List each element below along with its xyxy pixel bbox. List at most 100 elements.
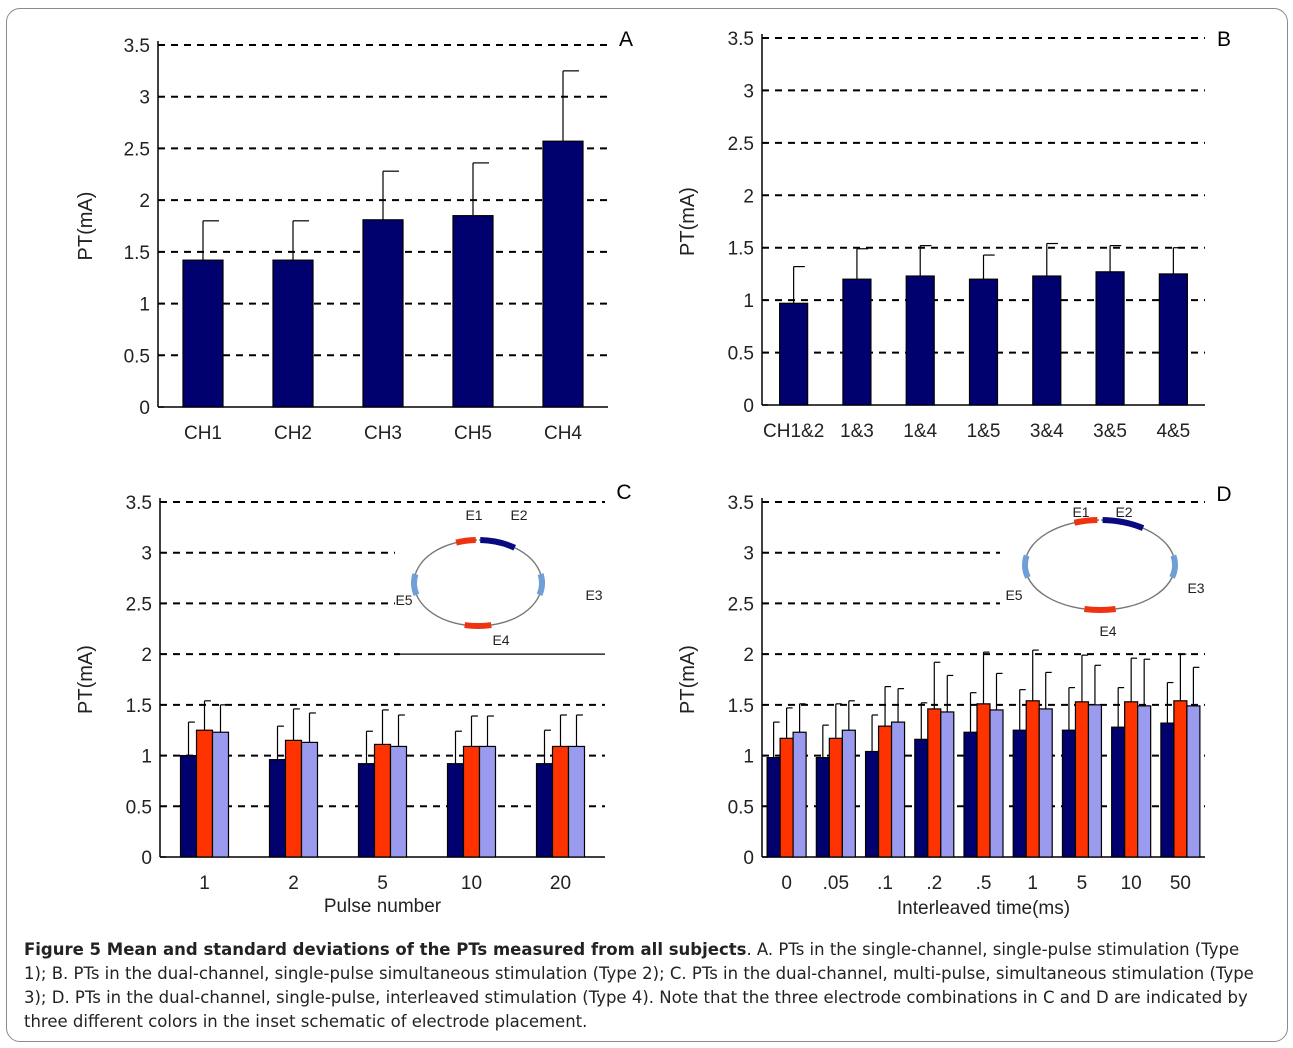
x-tick-label: .1 (877, 873, 893, 894)
y-tick-label: 1 (743, 747, 754, 768)
panel-d: 0 0.5 1 1.5 2 2.5 3 3.5 PT(mA) D 0 .05 .1 .2 .5 1 5 10 50 I… (677, 483, 1232, 919)
y-tick-label: 2.5 (728, 134, 754, 155)
x-tick-label: 3&4 (1030, 421, 1064, 442)
x-tick-label: 10 (461, 873, 482, 894)
x-tick-label: .2 (926, 873, 942, 894)
bar (551, 745, 570, 858)
y-tick-label: 2 (141, 645, 152, 666)
x-tick-label: 1&3 (840, 421, 874, 442)
y-tick-label: 3.5 (728, 29, 754, 50)
y-tick-label: 1 (743, 291, 754, 312)
bar (989, 709, 1004, 858)
y-tick-label: 3.5 (728, 493, 754, 514)
y-tick-label: 2 (139, 191, 150, 212)
bar (362, 219, 404, 408)
x-tick-label: CH5 (454, 423, 492, 444)
y-tick-label: 3.5 (126, 493, 152, 514)
panel-letter: A (619, 28, 633, 51)
electrode-e1 (1073, 517, 1098, 526)
x-tick-label: .5 (976, 873, 992, 894)
bar (446, 763, 465, 858)
bar (1038, 708, 1053, 858)
caption-text: . A. PTs in the single-channel, single-p… (24, 940, 1254, 1031)
bar (792, 731, 807, 858)
x-tick-label: 5 (1077, 873, 1088, 894)
panel-a: 0 0.5 1 1.5 2 2.5 3 3.5 PT(mA) A CH1 CH2 CH3 CH5 CH4 (75, 28, 633, 444)
bar (268, 759, 287, 858)
bar (1186, 705, 1201, 858)
x-tick-label: 1&5 (967, 421, 1001, 442)
y-tick-label: 0.5 (126, 797, 152, 818)
electrode-ring (413, 539, 543, 627)
y-tick-label: 0.5 (728, 344, 754, 365)
bar (300, 741, 319, 858)
bar (567, 745, 586, 858)
bar (1137, 705, 1152, 858)
electrode-label: E5 (1005, 587, 1022, 603)
bar (211, 731, 230, 858)
bar (452, 215, 494, 408)
electrode-e5 (411, 573, 420, 597)
x-tick-label: 1 (199, 873, 210, 894)
y-tick-label: 2.5 (728, 594, 754, 615)
y-tick-label: 3 (743, 544, 754, 565)
y-tick-label: 1 (141, 747, 152, 768)
panel-c: 0 0.5 1 1.5 2 2.5 3 3.5 PT(mA) C 1 2 5 10 20 Pulse numb… (75, 481, 632, 917)
electrode-label: E1 (1072, 504, 1089, 520)
y-tick-label: 0 (743, 848, 754, 869)
x-tick-label: 1&4 (903, 421, 937, 442)
bar (1012, 729, 1027, 858)
x-tick-label: CH3 (364, 423, 402, 444)
electrode-label: E4 (1099, 623, 1116, 639)
bar (779, 737, 794, 858)
x-tick-label: CH2 (274, 423, 312, 444)
electrode-label: E3 (585, 587, 602, 603)
y-tick-label: 2.5 (126, 594, 152, 615)
bar (272, 259, 314, 408)
bar (976, 703, 991, 858)
y-tick-label: 2.5 (124, 139, 150, 160)
bar (1087, 704, 1103, 858)
electrode-inset: E1 E2 E3 E4 E5 (395, 507, 602, 648)
bar (1025, 700, 1040, 858)
y-tick-label: 1.5 (728, 239, 754, 260)
bar (1061, 729, 1077, 858)
y-axis-label: PT(mA) (677, 645, 699, 714)
electrode-e4 (1084, 606, 1116, 613)
bar (1124, 701, 1139, 858)
y-tick-label: 2 (743, 186, 754, 207)
bar (1074, 701, 1090, 858)
bar (779, 302, 809, 406)
electrode-e4 (464, 622, 492, 629)
bar (815, 756, 830, 858)
bar (890, 721, 906, 858)
bar (284, 739, 303, 858)
electrode-label: E3 (1187, 580, 1204, 596)
x-tick-label: 0 (781, 873, 792, 894)
y-tick-label: 0 (141, 848, 152, 869)
x-tick-label: 20 (550, 873, 571, 894)
y-tick-label: 2 (743, 645, 754, 666)
x-tick-label: CH1&2 (763, 421, 824, 442)
bar (389, 745, 408, 858)
bar (373, 743, 392, 858)
electrode-label: E5 (395, 592, 412, 608)
caption-title: Figure 5 Mean and standard deviations of… (24, 940, 747, 959)
bar (542, 140, 584, 408)
bar (905, 275, 935, 406)
y-axis-label: PT(mA) (75, 645, 97, 714)
bar (462, 745, 481, 858)
bar (1160, 722, 1175, 858)
y-tick-label: 3 (139, 88, 150, 109)
panel-letter: D (1216, 483, 1231, 506)
bar (864, 750, 880, 858)
electrode-e2 (1102, 517, 1145, 531)
bar (841, 729, 856, 858)
x-tick-label: 4&5 (1156, 421, 1190, 442)
bar (1111, 726, 1126, 858)
electrode-inset: E1 E2 E3 E4 E5 (1005, 504, 1204, 639)
x-tick-label: 50 (1170, 873, 1191, 894)
electrode-e2 (480, 537, 516, 551)
x-tick-label: 2 (288, 873, 299, 894)
panel-letter: B (1217, 28, 1231, 51)
